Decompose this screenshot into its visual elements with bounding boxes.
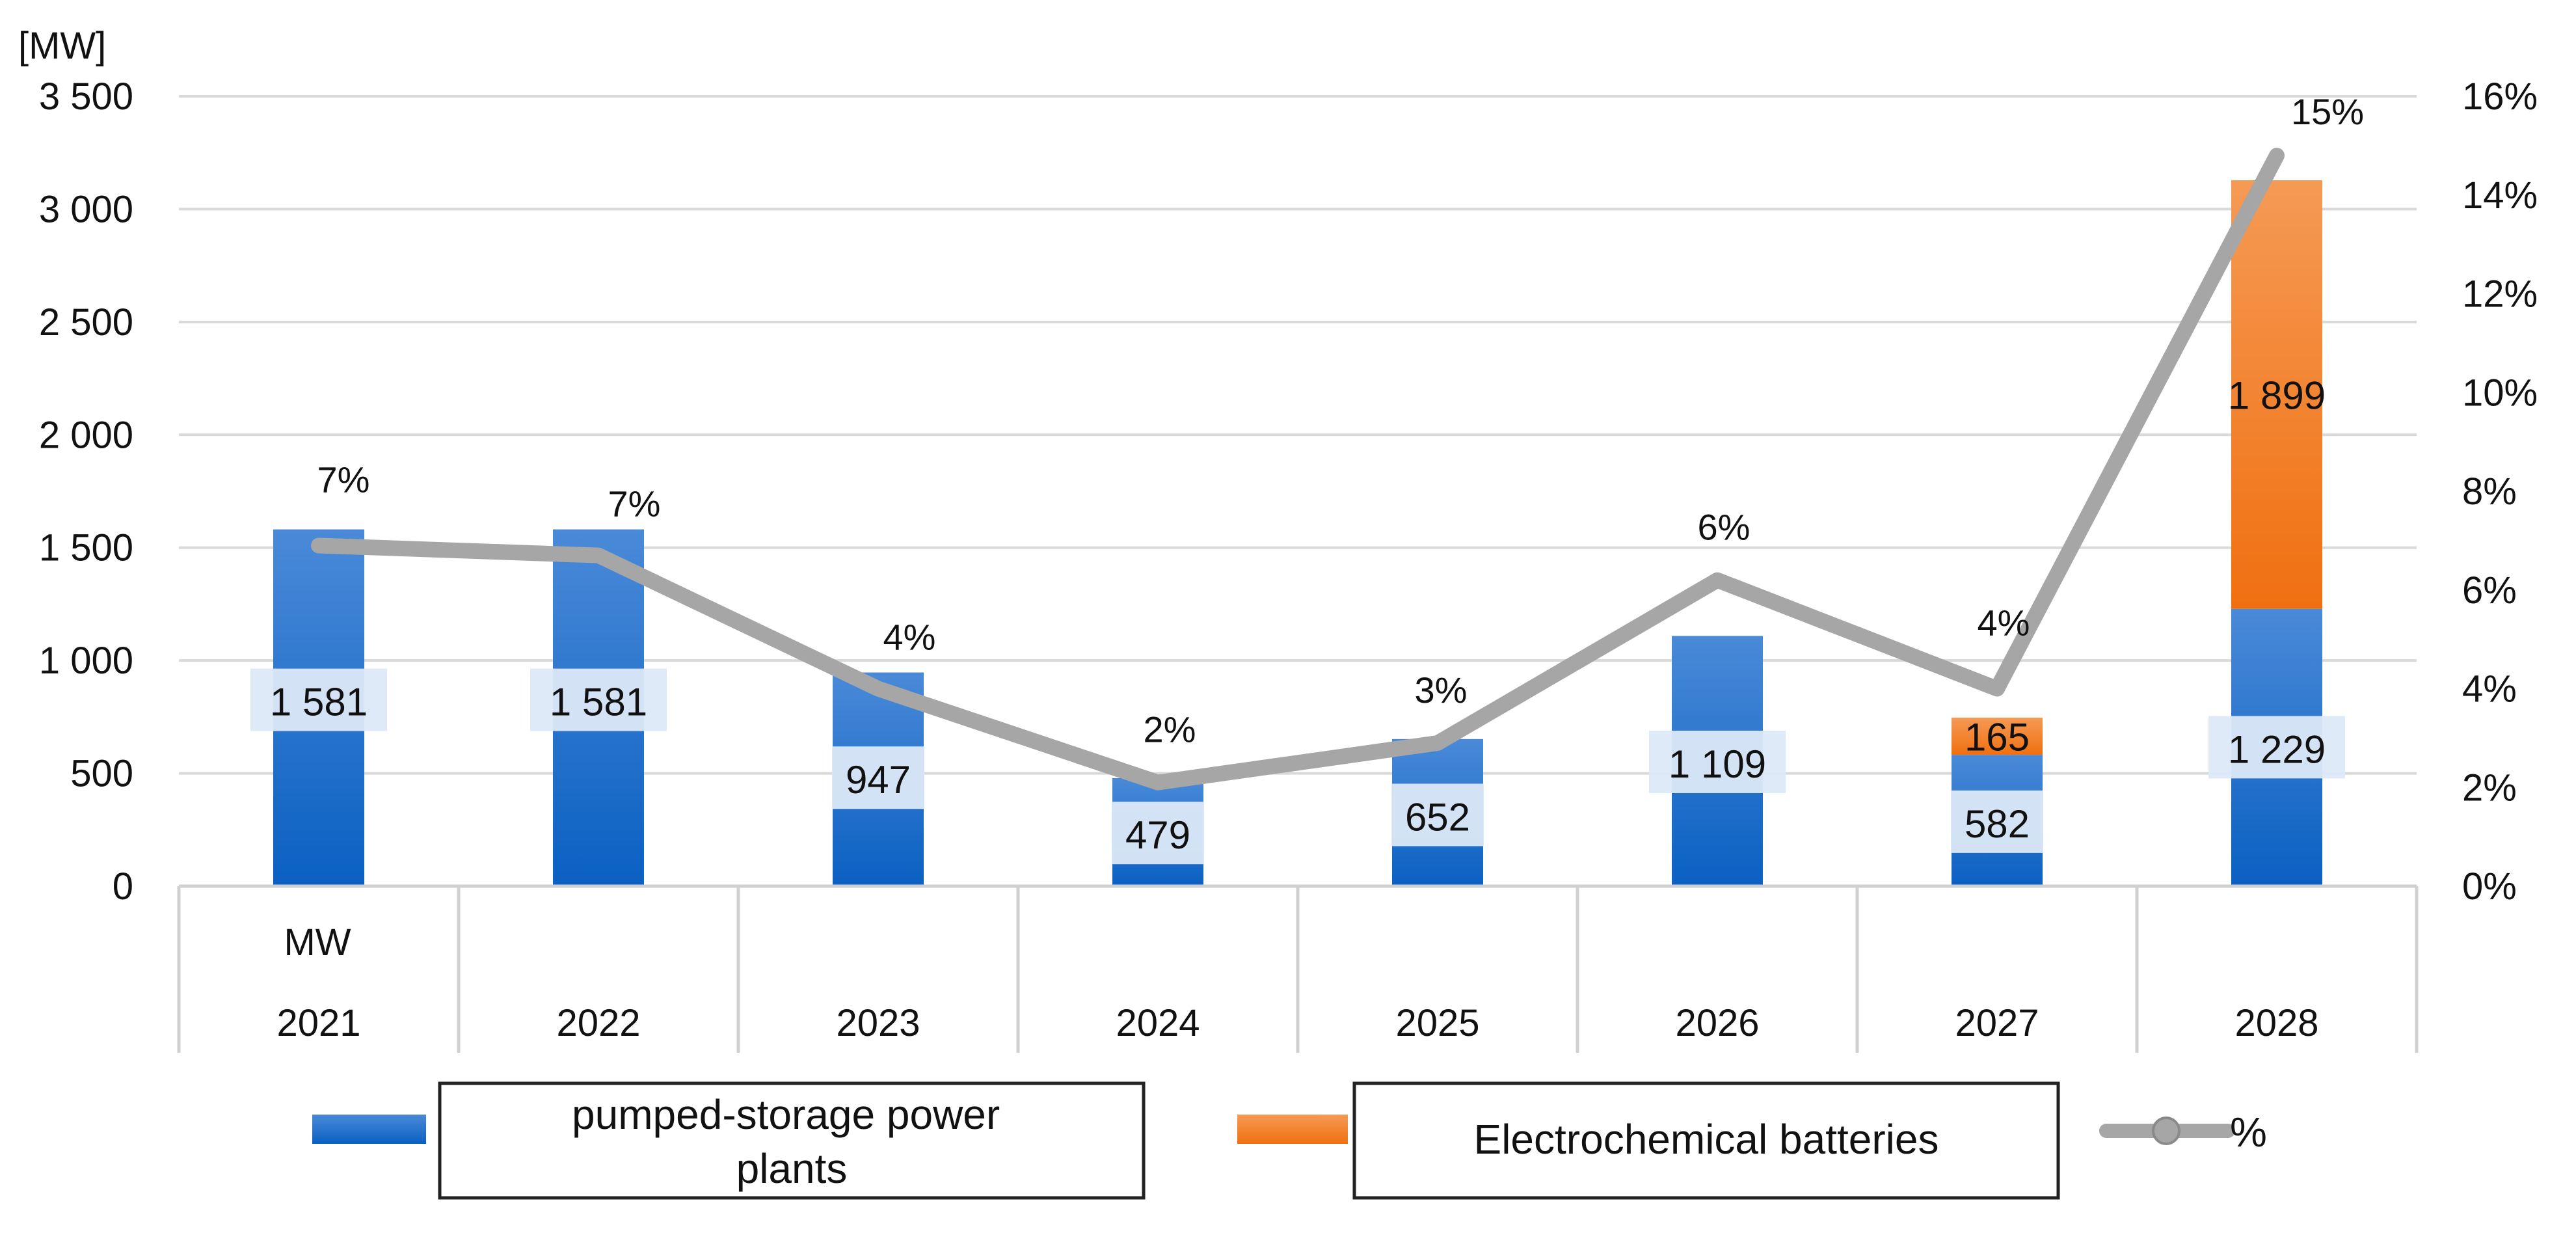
y-axis-right: 0% 2% 4% 6% 8% 10% 12% 14% 16% <box>2462 75 2538 908</box>
y-left-tick-label: 500 <box>70 753 133 795</box>
legend-label-batteries: Electrochemical batteries <box>1474 1116 1939 1163</box>
value-label-pumped-storage-2028: 1 229 <box>2228 727 2326 771</box>
y-right-tick-label: 12% <box>2462 273 2538 316</box>
x-tick-label-2022: 2022 <box>556 1002 640 1044</box>
y-axis-unit-label: [MW] <box>18 25 106 67</box>
value-label-pumped-storage-2027: 582 <box>1965 802 2030 846</box>
y-left-tick-label: 1 500 <box>39 527 133 569</box>
y-right-tick-label: 6% <box>2462 569 2517 612</box>
percent-label-2023: 4% <box>883 617 936 658</box>
x-tick-label-2027: 2027 <box>1955 1002 2039 1044</box>
percent-label-2028: 15% <box>2291 91 2364 132</box>
value-label-box <box>1391 783 1484 846</box>
x-tick-label-2028: 2028 <box>2234 1002 2318 1044</box>
value-label-box <box>250 668 387 731</box>
percent-line <box>311 148 2285 791</box>
data-labels: 7% 7% 4% 2% 3% 6% 4% 15% 1 581 1 581 947 479 652 1 10… <box>250 91 2364 865</box>
percent-label-2024: 2% <box>1144 709 1196 750</box>
value-label-pumped-storage-2022: 1 581 <box>550 681 647 724</box>
y-left-tick-label: 2 000 <box>39 414 133 456</box>
y-left-tick-label: 1 000 <box>39 640 133 682</box>
value-label-pumped-storage-2021: 1 581 <box>270 681 368 724</box>
y-right-tick-label: 0% <box>2462 865 2517 908</box>
y-right-tick-label: 8% <box>2462 470 2517 513</box>
x-tick-label-2024: 2024 <box>1116 1002 1200 1044</box>
value-label-box <box>1649 730 1786 793</box>
y-right-tick-label: 10% <box>2462 372 2538 414</box>
percent-label-2021: 7% <box>317 459 370 500</box>
legend: pumped-storage power plants Electrochemi… <box>312 1081 2267 1200</box>
y-right-tick-label: 14% <box>2462 174 2538 217</box>
value-label-pumped-storage-2023: 947 <box>846 758 911 802</box>
value-label-box <box>1112 802 1204 865</box>
y-axis-left: 0 500 1 000 1 500 2 000 2 500 3 000 3 500 <box>39 75 133 908</box>
legend-marker-percent <box>2152 1117 2180 1145</box>
value-label-box <box>832 746 924 809</box>
percent-label-2022: 7% <box>608 483 661 524</box>
legend-box-pumped-storage <box>438 1081 1146 1200</box>
legend-label-percent: % <box>2230 1109 2267 1156</box>
gridlines <box>179 95 2417 775</box>
y-left-tick-label: 3 500 <box>39 75 133 118</box>
value-label-pumped-storage-2026: 1 109 <box>1669 742 1766 786</box>
value-label-pumped-storage-2025: 652 <box>1405 795 1470 839</box>
y-right-tick-label: 2% <box>2462 766 2517 809</box>
legend-swatch-batteries <box>1237 1115 1348 1144</box>
legend-swatch-pumped-storage <box>312 1115 426 1144</box>
x-tick-label-2026: 2026 <box>1675 1002 1759 1044</box>
percent-label-2025: 3% <box>1415 670 1468 711</box>
category-row-label: MW <box>284 921 351 964</box>
x-axis: 2021 2022 2023 2024 2025 2026 2027 2028 <box>177 884 2419 1053</box>
bar-batteries-2028 <box>2231 180 2322 609</box>
value-label-box <box>2208 716 2345 779</box>
x-tick-label-2021: 2021 <box>276 1002 360 1044</box>
percent-line-path <box>311 148 2285 791</box>
y-left-tick-label: 2 500 <box>39 301 133 344</box>
x-tick-label-2025: 2025 <box>1395 1002 1479 1044</box>
percent-label-2027: 4% <box>1978 603 2030 643</box>
value-label-batteries-2027: 165 <box>1965 716 2030 759</box>
y-right-tick-label: 16% <box>2462 75 2538 118</box>
y-left-tick-label: 0 <box>113 865 133 908</box>
percent-label-2026: 6% <box>1698 507 1751 548</box>
value-label-box <box>530 668 667 731</box>
value-label-box <box>1951 790 2043 853</box>
x-tick-label-2023: 2023 <box>836 1002 920 1044</box>
bar-batteries-2027 <box>1952 717 2043 755</box>
bars <box>273 180 2322 886</box>
y-left-tick-label: 3 000 <box>39 188 133 230</box>
value-label-pumped-storage-2024: 479 <box>1125 813 1190 857</box>
legend-label-pumped-storage: pumped-storage power plants <box>572 1091 1012 1192</box>
legend-box-batteries <box>1352 1081 2060 1200</box>
y-right-tick-label: 4% <box>2462 668 2517 711</box>
value-label-batteries-2028: 1 899 <box>2228 373 2326 417</box>
